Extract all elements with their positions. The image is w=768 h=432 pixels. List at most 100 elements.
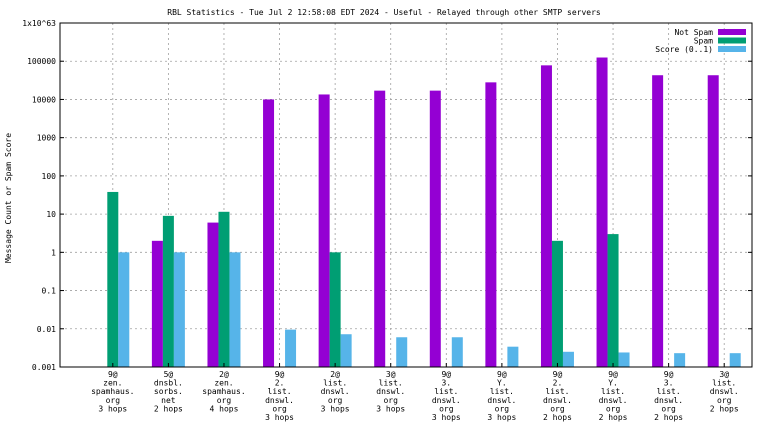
bar-score-0-1 — [118, 252, 130, 367]
legend-swatch — [718, 46, 746, 52]
bar-spam — [551, 240, 563, 367]
y-axis-label: Message Count or Spam Score — [4, 133, 13, 263]
x-tick-label: list. — [268, 387, 292, 396]
x-tick-label: 2@ — [330, 370, 340, 379]
x-tick-label: 9@ — [553, 370, 563, 379]
x-tick-label: list. — [490, 387, 514, 396]
x-tick-label: dnswl. — [376, 387, 405, 396]
bar-score-0-1 — [729, 353, 741, 367]
x-tick-label: 3 hops — [376, 404, 405, 413]
bar-not-spam — [429, 90, 441, 368]
x-tick-label: org — [661, 404, 676, 413]
plot-frame — [59, 22, 753, 368]
x-tick-label: 5@ — [164, 370, 174, 379]
bar-not-spam — [540, 65, 552, 367]
x-tick-label: list. — [601, 387, 625, 396]
x-tick-label: zen. — [103, 379, 122, 388]
x-tick-label: 9@ — [664, 370, 674, 379]
x-tick-label: org — [550, 404, 565, 413]
y-tick-label: 0.001 — [32, 363, 56, 372]
legend-label: Score (0..1) — [655, 45, 713, 54]
x-tick-label: 9@ — [497, 370, 507, 379]
x-tick-label: 3 hops — [487, 413, 516, 422]
bar-spam — [218, 211, 230, 367]
bar-not-spam — [318, 94, 330, 367]
y-tick-label: 10 — [46, 210, 56, 219]
bar-score-0-1 — [674, 353, 686, 367]
x-tick-label: dnswl. — [710, 387, 739, 396]
x-tick-label: 2 hops — [154, 404, 183, 413]
x-tick-label: org — [717, 396, 732, 405]
y-tick-label: 1 — [51, 248, 56, 257]
bar-score-0-1 — [396, 337, 408, 367]
bar-score-0-1 — [285, 329, 297, 367]
bars-group — [107, 57, 741, 368]
x-tick-label: sorbs. — [154, 387, 183, 396]
x-tick-label: dnswl. — [654, 396, 683, 405]
x-tick-label: org — [328, 396, 343, 405]
bar-score-0-1 — [618, 352, 630, 367]
x-tick-label: 9@ — [108, 370, 118, 379]
x-tick-label: 2 hops — [599, 413, 628, 422]
bar-not-spam — [652, 75, 664, 367]
bar-score-0-1 — [562, 351, 574, 367]
x-tick-label: 2@ — [219, 370, 229, 379]
x-tick-label: org — [106, 396, 121, 405]
x-tick-label: dnswl. — [432, 396, 461, 405]
x-tick-label: dnswl. — [599, 396, 628, 405]
x-tick-label: dnswl. — [487, 396, 516, 405]
x-tick-label: org — [217, 396, 232, 405]
x-tick-label: dnswl. — [321, 387, 350, 396]
x-tick-label: list. — [434, 387, 458, 396]
bar-not-spam — [207, 222, 219, 367]
x-tick-label: zen. — [214, 379, 233, 388]
bar-not-spam — [263, 99, 275, 367]
bar-not-spam — [374, 90, 386, 368]
bar-not-spam — [596, 57, 608, 368]
x-tick-label: list. — [545, 387, 569, 396]
legend-label: Spam — [694, 37, 713, 46]
x-tick-label: dnswl. — [265, 396, 294, 405]
x-tick-label: list. — [712, 379, 736, 388]
x-tick-label: 3 hops — [432, 413, 461, 422]
x-tick-label: org — [606, 404, 621, 413]
y-tick-label: 1x10^63 — [22, 19, 56, 28]
x-tick-label: 2 hops — [710, 404, 739, 413]
x-tick-label: Y. — [497, 379, 507, 388]
x-tick-label: org — [272, 404, 287, 413]
x-tick-label: 2. — [553, 379, 563, 388]
x-tick-label: 9@ — [275, 370, 285, 379]
x-tick-label: 2. — [275, 379, 285, 388]
bar-score-0-1 — [229, 252, 241, 367]
x-tick-label: 3@ — [719, 370, 729, 379]
x-tick-label: 3 hops — [321, 404, 350, 413]
x-tick-label: org — [439, 404, 454, 413]
x-tick-label: 2 hops — [543, 413, 572, 422]
x-tick-label: Y. — [608, 379, 618, 388]
chart-title: RBL Statistics - Tue Jul 2 12:58:08 EDT … — [167, 8, 601, 17]
legend-swatch — [718, 37, 746, 44]
x-tick-label: org — [383, 396, 398, 405]
bar-spam — [329, 252, 341, 367]
x-tick-label: org — [495, 404, 510, 413]
bar-score-0-1 — [507, 346, 519, 367]
x-tick-label: 3. — [441, 379, 451, 388]
bar-spam — [107, 191, 119, 367]
bar-spam — [607, 234, 619, 367]
x-tick-label: net — [161, 396, 176, 405]
y-tick-label: 1000 — [37, 134, 56, 143]
x-tick-label: list. — [657, 387, 681, 396]
x-tick-label: 2 hops — [654, 413, 683, 422]
legend-label: Not Spam — [674, 28, 713, 37]
x-tick-label: dnsbl. — [154, 379, 183, 388]
bar-not-spam — [151, 240, 163, 367]
x-tick-label: spamhaus. — [91, 387, 134, 396]
y-tick-label: 0.1 — [42, 287, 57, 296]
x-tick-label: 4 hops — [210, 404, 239, 413]
x-tick-label: list. — [323, 379, 347, 388]
bar-spam — [162, 215, 174, 367]
x-tick-label: list. — [379, 379, 403, 388]
